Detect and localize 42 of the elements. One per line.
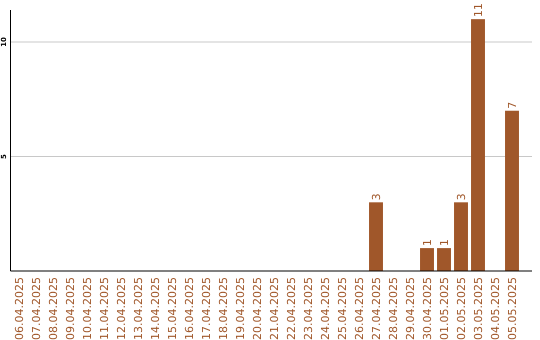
x-tick-label: 05.05.2025 <box>506 277 519 340</box>
data-label: 3 <box>455 193 468 200</box>
x-tick-label: 12.04.2025 <box>115 277 128 340</box>
x-tick-label: 06.04.2025 <box>13 277 26 340</box>
data-label: 1 <box>438 239 451 246</box>
x-tick-label: 27.04.2025 <box>370 277 383 340</box>
data-label: 7 <box>506 102 519 109</box>
x-tick-label: 08.04.2025 <box>47 277 60 340</box>
x-tick-label: 10.04.2025 <box>81 277 94 340</box>
x-tick-label: 23.04.2025 <box>302 277 315 340</box>
x-tick-label: 28.04.2025 <box>387 277 400 340</box>
x-tick-label: 18.04.2025 <box>217 277 230 340</box>
x-tick-label: 19.04.2025 <box>234 277 247 340</box>
x-tick-label: 16.04.2025 <box>183 277 196 340</box>
x-tick-label: 04.05.2025 <box>489 277 502 340</box>
x-tick-label: 22.04.2025 <box>285 277 298 340</box>
data-label: 3 <box>370 193 383 200</box>
x-tick-label: 26.04.2025 <box>353 277 366 340</box>
x-tick-label: 17.04.2025 <box>200 277 213 340</box>
x-tick-label: 11.04.2025 <box>98 277 111 340</box>
x-tick-label: 29.04.2025 <box>404 277 417 340</box>
data-label: 1 <box>421 239 434 246</box>
x-tick-label: 07.04.2025 <box>30 277 43 340</box>
x-tick-label: 01.05.2025 <box>438 277 451 340</box>
bar <box>369 202 383 271</box>
data-label: 11 <box>472 3 485 18</box>
x-tick-label: 20.04.2025 <box>251 277 264 340</box>
x-tick-label: 21.04.2025 <box>268 277 281 340</box>
bar <box>471 19 485 271</box>
bar <box>454 202 468 271</box>
x-tick-label: 13.04.2025 <box>132 277 145 340</box>
x-tick-label: 02.05.2025 <box>455 277 468 340</box>
bar <box>505 110 519 271</box>
x-tick-label: 14.04.2025 <box>149 277 162 340</box>
x-tick-label: 25.04.2025 <box>336 277 349 340</box>
bar <box>437 248 451 271</box>
x-tick-label: 30.04.2025 <box>421 277 434 340</box>
x-tick-label: 15.04.2025 <box>166 277 179 340</box>
x-tick-label: 03.05.2025 <box>472 277 485 340</box>
x-tick-label: 24.04.2025 <box>319 277 332 340</box>
x-tick-label: 09.04.2025 <box>64 277 77 340</box>
bar <box>420 248 434 271</box>
